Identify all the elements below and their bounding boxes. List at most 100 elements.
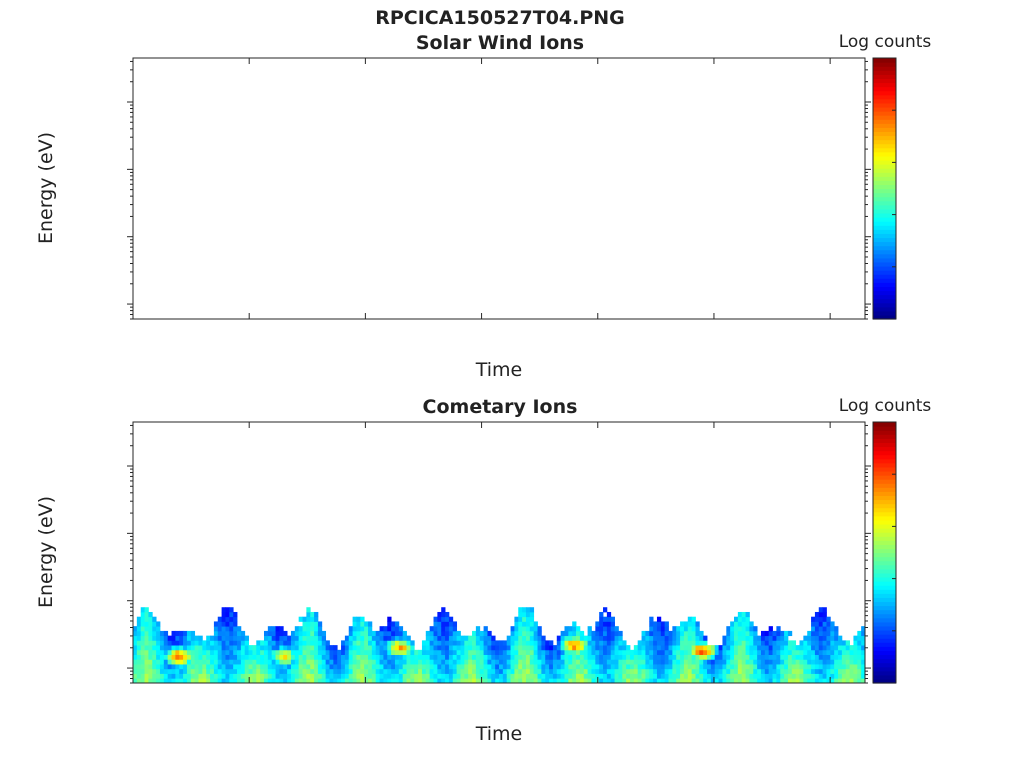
heatmap-cell	[687, 630, 693, 637]
heatmap-cell	[294, 664, 300, 670]
heatmap-cell	[672, 635, 677, 641]
heatmap-cell	[656, 640, 662, 646]
heatmap-cell	[718, 664, 723, 670]
heatmap-cell	[525, 678, 531, 684]
heatmap-cell	[472, 668, 477, 674]
heatmap-cell	[807, 664, 812, 670]
heatmap-cell	[333, 659, 338, 665]
heatmap-cell	[587, 673, 592, 679]
heatmap-cell	[683, 649, 689, 655]
heatmap-cell	[653, 626, 658, 632]
heatmap-cell	[764, 664, 770, 670]
heatmap-cell	[734, 635, 739, 641]
heatmap-cell	[637, 640, 642, 646]
heatmap-cell	[572, 678, 577, 684]
heatmap-cell	[587, 630, 592, 637]
heatmap-cell	[583, 645, 589, 651]
heatmap-cell	[156, 640, 161, 646]
colorbar-segment	[873, 180, 896, 186]
heatmap-cell	[468, 645, 473, 651]
heatmap-cell	[287, 649, 292, 655]
heatmap-cell	[360, 649, 365, 655]
heatmap-cell	[429, 668, 434, 674]
heatmap-cell	[379, 645, 384, 651]
heatmap-cell	[807, 668, 812, 674]
colorbar-segment	[873, 552, 896, 558]
heatmap-cell	[144, 607, 149, 613]
heatmap-cell	[244, 654, 249, 660]
heatmap-cell	[764, 673, 770, 679]
heatmap-cell	[364, 621, 369, 627]
heatmap-cell	[233, 621, 238, 627]
heatmap-cell	[838, 668, 843, 674]
heatmap-cell	[433, 654, 438, 660]
heatmap-cell	[198, 673, 203, 679]
heatmap-cell	[202, 645, 207, 651]
heatmap-cell	[456, 649, 461, 655]
heatmap-cell	[745, 678, 750, 684]
heatmap-cell	[826, 654, 831, 660]
colorbar-segment	[873, 654, 896, 660]
heatmap-cell	[595, 640, 600, 646]
heatmap-cell	[460, 640, 465, 646]
heatmap-cell	[664, 654, 669, 660]
colorbar-segment	[873, 495, 896, 501]
heatmap-cell	[356, 630, 361, 637]
heatmap-cell	[198, 635, 203, 641]
heatmap-cell	[845, 678, 850, 684]
heatmap-cell	[248, 678, 253, 684]
heatmap-cell	[641, 664, 646, 670]
heatmap-cell	[776, 678, 781, 684]
heatmap-cell	[294, 649, 300, 655]
heatmap-cell	[406, 668, 411, 674]
heatmap-cell	[514, 673, 519, 679]
heatmap-cell	[564, 640, 569, 646]
heatmap-cell	[772, 630, 777, 637]
heatmap-cell	[830, 635, 835, 641]
colorbar-segment	[873, 74, 896, 79]
heatmap-cell	[518, 649, 523, 655]
heatmap-cell	[664, 678, 669, 684]
heatmap-cell	[379, 654, 384, 660]
heatmap-cell	[622, 678, 627, 684]
heatmap-cell	[244, 673, 249, 679]
heatmap-cell	[344, 668, 350, 674]
heatmap-cell	[483, 664, 488, 670]
heatmap-cell	[472, 635, 477, 641]
heatmap-cell	[525, 649, 531, 655]
heatmap-cell	[560, 673, 565, 679]
heatmap-cell	[414, 678, 419, 684]
colorbar-segment	[873, 98, 896, 104]
heatmap-cell	[237, 668, 242, 674]
heatmap-cell	[148, 626, 153, 632]
heatmap-cell	[263, 645, 269, 651]
heatmap-cell	[464, 673, 469, 679]
heatmap-cell	[645, 630, 650, 637]
heatmap-cell	[676, 678, 681, 684]
heatmap-cell	[529, 640, 535, 646]
heatmap-cell	[140, 640, 145, 646]
heatmap-cell	[707, 659, 712, 665]
heatmap-cell	[606, 673, 612, 679]
heatmap-cell	[757, 654, 762, 660]
heatmap-cell	[676, 640, 681, 646]
heatmap-cell	[344, 678, 350, 684]
heatmap-cell	[456, 673, 461, 679]
heatmap-cell	[371, 654, 377, 660]
y-axis-label: Energy (eV)	[35, 496, 57, 608]
heatmap-cell	[487, 668, 492, 674]
heatmap-cell	[418, 654, 423, 660]
colorbar-label: Log counts	[839, 32, 932, 52]
heatmap-cell	[533, 630, 538, 637]
heatmap-cell	[479, 635, 484, 641]
heatmap-cell	[240, 630, 246, 637]
colorbar-segment	[873, 184, 896, 190]
heatmap-cell	[263, 673, 269, 679]
heatmap-cell	[325, 659, 330, 665]
heatmap-cell	[410, 664, 415, 670]
colorbar-segment	[873, 270, 896, 275]
heatmap-cell	[641, 659, 646, 665]
colorbar-segment	[873, 523, 896, 529]
heatmap-cell	[734, 645, 739, 651]
heatmap-cell	[475, 645, 481, 651]
